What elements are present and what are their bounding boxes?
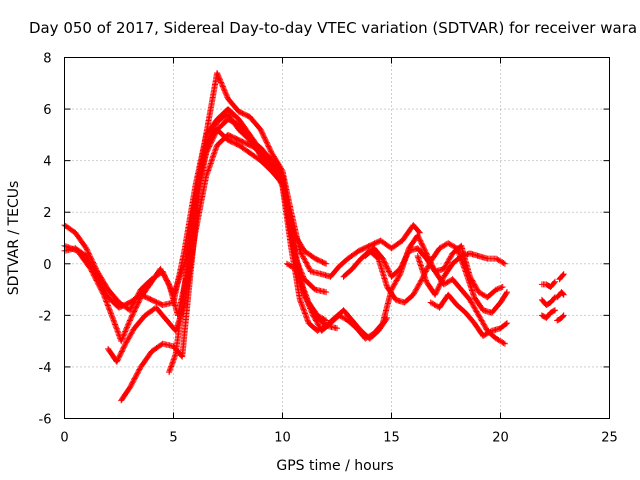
- y-tick-label: -2: [39, 309, 52, 324]
- x-tick-label: 15: [383, 431, 400, 446]
- data-point-markers: [414, 250, 508, 298]
- series-track-15: [556, 271, 567, 283]
- plot-frame: [64, 57, 610, 419]
- data-point-markers: [166, 70, 423, 376]
- series-track-16: [554, 289, 567, 301]
- series-track-10: [414, 250, 508, 298]
- data-point-markers: [427, 291, 510, 339]
- y-tick-label: 4: [43, 155, 51, 170]
- y-axis-ticks: -6 -4 -2 0 2 4 6 8: [39, 52, 610, 428]
- series-track-13: [538, 294, 558, 308]
- data-point-markers: [538, 278, 558, 290]
- chart-title: Day 050 of 2017, Sidereal Day-to-day VTE…: [29, 19, 637, 37]
- data-point-markers: [554, 312, 567, 324]
- y-tick-label: 8: [43, 52, 51, 67]
- y-tick-label: 0: [43, 258, 51, 273]
- grid-lines: [64, 57, 610, 419]
- x-axis-label: GPS time / hours: [276, 458, 393, 474]
- data-point-markers: [554, 289, 567, 301]
- x-tick-label: 10: [274, 431, 291, 446]
- y-tick-label: 6: [43, 103, 51, 118]
- x-tick-label: 25: [601, 431, 618, 446]
- y-axis-label: SDTVAR / TECUs: [6, 181, 22, 296]
- data-point-markers: [556, 271, 567, 283]
- data-point-markers: [538, 307, 558, 321]
- x-tick-label: 5: [169, 431, 177, 446]
- data-point-markers: [538, 294, 558, 308]
- data-points: [61, 70, 567, 404]
- x-axis-ticks: 0 5 10 15 20 25: [60, 57, 618, 446]
- y-tick-label: -4: [39, 361, 52, 376]
- series-track-17: [554, 312, 567, 324]
- series-track-11: [427, 291, 510, 339]
- y-tick-label: -6: [39, 413, 52, 428]
- y-tick-label: 2: [43, 206, 51, 221]
- x-tick-label: 20: [492, 431, 509, 446]
- series-track-12: [538, 278, 558, 290]
- data-point-markers: [362, 242, 506, 301]
- x-tick-label: 0: [60, 431, 68, 446]
- series-track-6: [166, 70, 423, 376]
- series-track-14: [538, 307, 558, 321]
- series-track-9: [362, 242, 506, 301]
